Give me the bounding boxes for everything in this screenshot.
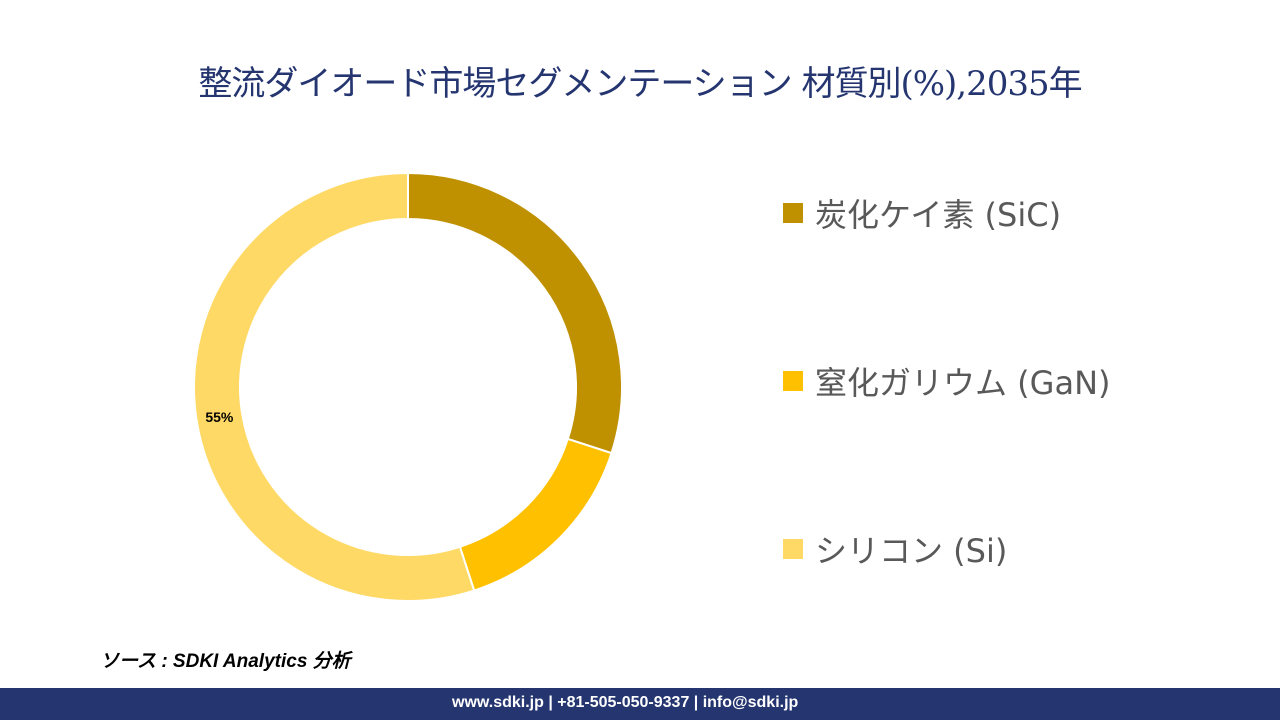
chart-title: 整流ダイオード市場セグメンテーション 材質別(%),2035年	[198, 64, 1082, 104]
donut-slice-2	[193, 171, 476, 602]
legend-item-gan: 窒化ガリウム (GaN)	[783, 358, 1111, 404]
donut-slice-1	[458, 437, 613, 592]
source-note: ソース : SDKI Analytics 分析	[100, 651, 351, 672]
footer-bar: www.sdki.jp | +81-505-050-9337 | info@sd…	[0, 688, 1280, 720]
legend-label: 炭化ケイ素 (SiC)	[815, 196, 1062, 234]
footer-contact: www.sdki.jp | +81-505-050-9337 | info@sd…	[452, 694, 799, 711]
legend-item-si: シリコン (Si)	[783, 526, 1007, 572]
legend-label: 窒化ガリウム (GaN)	[815, 364, 1111, 402]
legend-swatch	[783, 371, 803, 391]
legend-item-sic: 炭化ケイ素 (SiC)	[783, 190, 1061, 236]
donut-slice-0	[407, 171, 623, 455]
legend-swatch	[783, 539, 803, 559]
data-label: 55%	[205, 409, 234, 425]
legend-swatch	[783, 203, 803, 223]
legend-label: シリコン (Si)	[815, 532, 1008, 570]
